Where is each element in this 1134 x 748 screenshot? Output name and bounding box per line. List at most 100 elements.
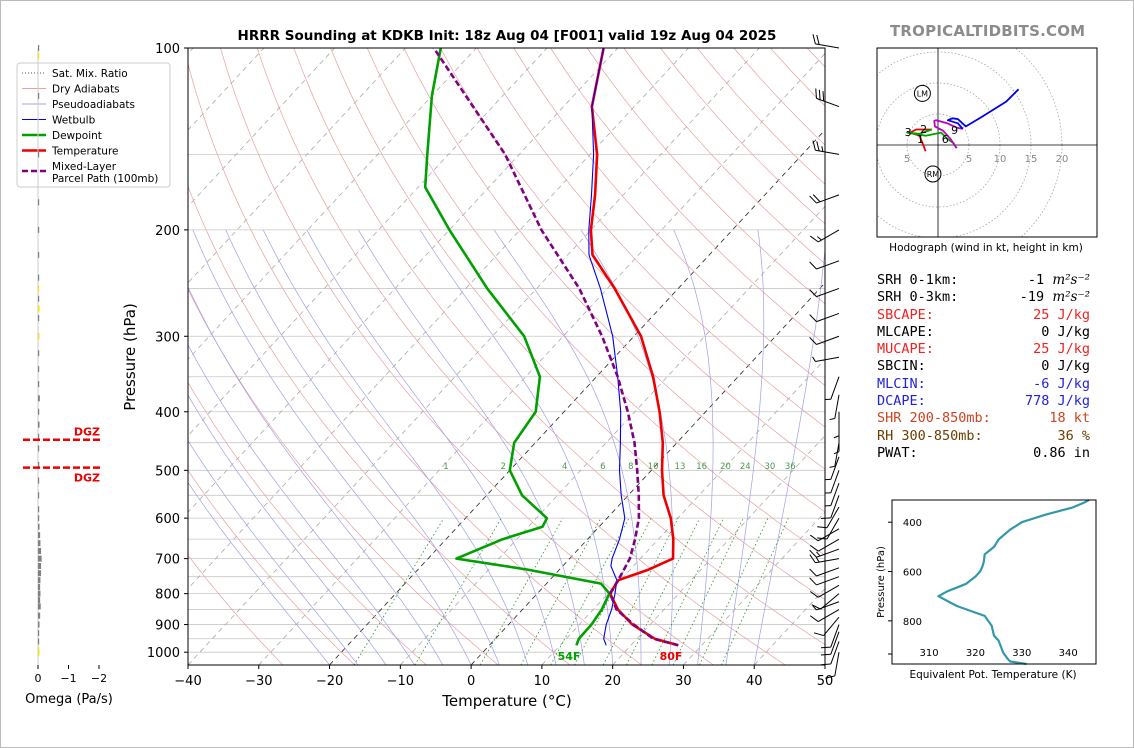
barb-flag — [833, 451, 840, 455]
omega-bar — [38, 350, 40, 357]
omega-axis-label: Omega (Pa/s) — [25, 692, 113, 707]
hodograph-height-label: 1 — [917, 133, 924, 146]
skew-t-panel: HRRR Sounding at KDKB Init: 18z Aug 04 [… — [16, 28, 833, 710]
barb-shaft — [816, 548, 840, 558]
dgz-label: DGZ — [74, 472, 100, 485]
mixing-ratio-label: 10 — [648, 462, 659, 472]
wind-barb — [809, 554, 840, 564]
omega-bar — [38, 577, 41, 584]
param-value: 0 J/kg — [1041, 323, 1090, 340]
omega-bar — [38, 492, 40, 499]
param-value: 25 J/kg — [1033, 341, 1090, 358]
wind-barb — [812, 140, 840, 155]
barb-flag — [809, 549, 817, 558]
barb-flag — [816, 34, 820, 45]
wind-barb — [809, 576, 840, 586]
barb-shaft — [830, 456, 840, 480]
omega-bar — [38, 45, 40, 51]
hodograph-height-label: 3 — [905, 126, 912, 139]
mixing-ratio-label: 4 — [562, 462, 567, 472]
theta-e-profile: 400 600 800 310 320 330 340 — [888, 499, 1090, 666]
pseudoadiabat — [358, 229, 585, 665]
wind-barb — [825, 652, 840, 679]
param-label: MLCIN: — [877, 375, 926, 392]
omega-axis: 0 −1 −2 — [35, 665, 107, 685]
axis-ticks: −40 −30 −20 −10 0 10 20 30 40 50 100 200 300 400 500 60… — [147, 42, 833, 689]
param-label: SRH 0-1km: — [877, 272, 959, 288]
omega-bars: DGZ DGZ — [23, 45, 100, 665]
barb-flag — [820, 517, 831, 520]
hodograph-caption: Hodograph (wind in kt, height in km) — [889, 242, 1083, 254]
mixing-ratio-label: 8 — [628, 462, 633, 472]
pseudoadiabat — [725, 229, 765, 665]
dry-adiabat — [293, 48, 825, 646]
barb-shaft — [830, 376, 840, 400]
wind-barb — [809, 194, 840, 204]
dry-adiabat — [330, 48, 825, 600]
wind-barbs — [809, 34, 840, 679]
theta-e-y-tick-label: 600 — [903, 568, 922, 579]
theta-e-x-tick-label: 330 — [1012, 648, 1031, 659]
theta-e-y-tick-label: 800 — [903, 617, 922, 628]
barb-shaft — [815, 43, 840, 49]
barb-shaft — [816, 335, 840, 345]
omega-bar — [38, 540, 41, 547]
hodograph-traces: 5 5 10 15 20 123 69 LM RM — [877, 48, 1097, 237]
barb-shaft — [816, 567, 840, 577]
wind-barb — [809, 287, 840, 298]
param-label: PWAT: — [877, 444, 918, 461]
wind-barb — [829, 442, 840, 468]
omega-ascent-mark — [38, 333, 40, 340]
param-row: PWAT: 0.86 in — [876, 445, 1096, 462]
barb-flag — [816, 141, 820, 152]
omega-bar — [38, 597, 41, 604]
barb-flag — [809, 615, 819, 622]
wind-barb — [809, 567, 840, 577]
omega-bar — [38, 638, 40, 645]
dry-adiabat — [220, 48, 714, 665]
mixing-ratio-line — [672, 517, 744, 665]
barb-flag — [817, 537, 828, 540]
barb-flag — [809, 591, 819, 598]
param-row: RH 300-850mb: 36 % — [876, 428, 1096, 445]
hodograph-trace — [933, 119, 963, 149]
series-wetbulb — [588, 48, 626, 646]
omega-bar — [38, 421, 40, 428]
wind-barb — [809, 584, 840, 598]
param-row: SHR 200-850mb: 18 kt — [876, 410, 1096, 427]
param-value: 0 J/kg — [1041, 358, 1090, 375]
barb-shaft — [834, 442, 840, 467]
surface-labels: 80F 54F — [558, 650, 683, 663]
omega-bar — [38, 151, 40, 158]
barb-shaft — [830, 470, 840, 494]
theta-e-line — [937, 499, 1090, 666]
pseudoadiabat — [262, 229, 529, 665]
wind-barb — [820, 641, 840, 666]
barb-shaft — [815, 558, 840, 564]
legend-box — [16, 62, 171, 188]
barb-flag — [820, 663, 831, 666]
y-tick-label: 800 — [155, 588, 180, 603]
barb-shaft — [817, 229, 840, 243]
x-tick-label: 50 — [817, 674, 834, 689]
series-dewpoint — [423, 48, 611, 646]
wind-barb — [820, 631, 840, 656]
y-tick-label: 600 — [155, 512, 180, 527]
param-label: SBCAPE: — [877, 306, 934, 323]
barb-flag — [809, 195, 817, 204]
theta-e-x-label: Equivalent Pot. Temperature (K) — [909, 669, 1076, 681]
y-tick-label: 500 — [155, 464, 180, 479]
omega-bar — [38, 612, 41, 619]
pseudoadiabat — [188, 440, 359, 665]
dgz-label: DGZ — [74, 426, 100, 439]
wind-barb — [809, 335, 840, 345]
barb-flag — [809, 554, 816, 564]
theta-e-frame — [891, 499, 1097, 665]
barb-flag — [809, 337, 817, 345]
param-row: MUCAPE: 25 J/kg — [876, 341, 1096, 358]
x-axis-label: Temperature (°C) — [441, 692, 571, 710]
wind-barb — [812, 34, 840, 49]
x-tick-label: −40 — [174, 674, 201, 689]
theta-e-x-tick-label: 340 — [1059, 648, 1078, 659]
x-tick-label: 40 — [746, 674, 763, 689]
